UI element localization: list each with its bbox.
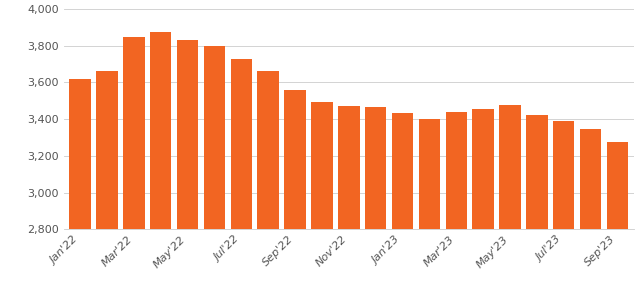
Bar (311, 102, 333, 294)
Bar (419, 119, 440, 294)
Bar (365, 107, 387, 294)
Bar (472, 109, 494, 294)
Bar (69, 78, 91, 294)
Bar (96, 71, 118, 294)
Bar (204, 46, 225, 294)
Bar (392, 113, 413, 294)
Bar (553, 121, 575, 294)
Bar (123, 37, 145, 294)
Bar (177, 40, 198, 294)
Bar (580, 129, 602, 294)
Bar (338, 106, 360, 294)
Bar (607, 142, 628, 294)
Bar (150, 32, 172, 294)
Bar (526, 115, 548, 294)
Bar (284, 90, 306, 294)
Bar (445, 112, 467, 294)
Bar (230, 59, 252, 294)
Bar (499, 105, 521, 294)
Bar (257, 71, 279, 294)
